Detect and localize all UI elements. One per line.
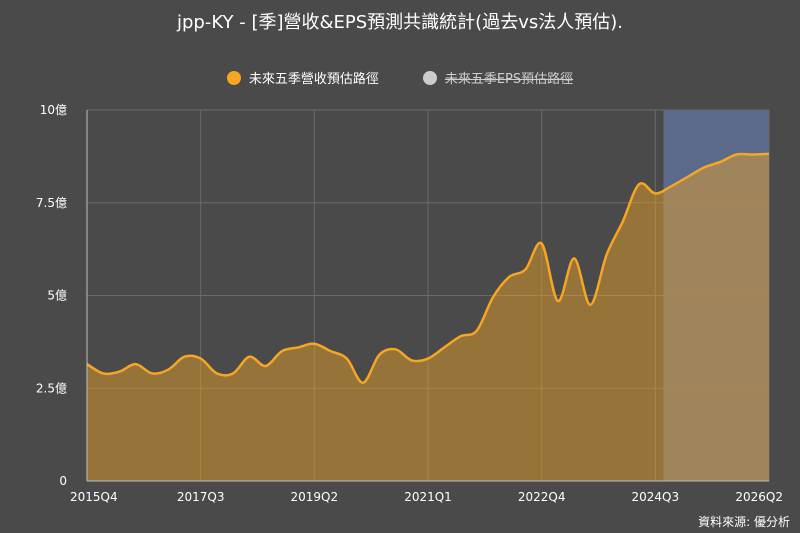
revenue-point bbox=[621, 219, 625, 223]
revenue-point bbox=[653, 191, 657, 195]
y-tick-label: 10億 bbox=[40, 103, 67, 117]
revenue-point bbox=[458, 334, 462, 338]
x-tick-label: 2015Q4 bbox=[70, 490, 118, 504]
revenue-point bbox=[410, 358, 414, 362]
revenue-point bbox=[150, 371, 154, 375]
revenue-point bbox=[377, 353, 381, 357]
y-tick-label: 2.5億 bbox=[36, 381, 67, 395]
revenue-point bbox=[572, 256, 576, 260]
revenue-point bbox=[182, 355, 186, 359]
legend: 未來五季營收預估路徑 未來五季EPS預估路徑 bbox=[0, 68, 800, 87]
y-tick-label: 5億 bbox=[47, 289, 67, 303]
revenue-point bbox=[767, 152, 771, 156]
revenue-point bbox=[296, 345, 300, 349]
revenue-point bbox=[329, 349, 333, 353]
source-note: 資料來源: 優分析 bbox=[698, 515, 790, 529]
revenue-point bbox=[166, 368, 170, 372]
revenue-point bbox=[426, 357, 430, 361]
revenue-point bbox=[475, 329, 479, 333]
x-tick-label: 2017Q3 bbox=[177, 490, 225, 504]
x-tick-label: 2022Q4 bbox=[518, 490, 566, 504]
revenue-point bbox=[702, 166, 706, 170]
revenue-point bbox=[491, 295, 495, 299]
revenue-point bbox=[588, 303, 592, 307]
revenue-point bbox=[751, 153, 755, 157]
revenue-point bbox=[231, 371, 235, 375]
revenue-point bbox=[361, 381, 365, 385]
x-tick-label: 2024Q3 bbox=[632, 490, 680, 504]
revenue-point bbox=[540, 242, 544, 246]
revenue-point bbox=[394, 347, 398, 351]
revenue-point bbox=[85, 362, 89, 366]
revenue-point bbox=[442, 345, 446, 349]
revenue-point bbox=[670, 184, 674, 188]
legend-revenue-label: 未來五季營收預估路徑 bbox=[248, 72, 379, 87]
revenue-point bbox=[199, 357, 203, 361]
revenue-point bbox=[215, 371, 219, 375]
revenue-point bbox=[507, 275, 511, 279]
revenue-point bbox=[345, 357, 349, 361]
revenue-point bbox=[523, 268, 527, 272]
revenue-point bbox=[556, 299, 560, 303]
x-tick-label: 2021Q1 bbox=[404, 490, 452, 504]
revenue-point bbox=[101, 371, 105, 375]
revenue-point bbox=[280, 349, 284, 353]
y-tick-label: 0 bbox=[59, 474, 67, 488]
revenue-point bbox=[312, 342, 316, 346]
revenue-point bbox=[637, 182, 641, 186]
revenue-point bbox=[718, 160, 722, 164]
revenue-point bbox=[735, 153, 739, 157]
revenue-point bbox=[605, 253, 609, 257]
y-tick-label: 7.5億 bbox=[36, 196, 67, 210]
legend-eps-label: 未來五季EPS預估路徑 bbox=[444, 72, 574, 87]
x-tick-label: 2026Q2 bbox=[735, 490, 783, 504]
legend-item-eps[interactable]: 未來五季EPS預估路徑 bbox=[422, 68, 574, 87]
legend-eps-dot-icon bbox=[422, 70, 437, 85]
legend-item-revenue[interactable]: 未來五季營收預估路徑 bbox=[226, 68, 379, 87]
revenue-area bbox=[87, 153, 769, 481]
chart-title: jpp-KY - [季]營收&EPS預測共識統計(過去vs法人預估). bbox=[177, 12, 623, 33]
legend-revenue-dot-icon bbox=[226, 70, 241, 85]
revenue-point bbox=[247, 355, 251, 359]
revenue-point bbox=[686, 175, 690, 179]
revenue-point bbox=[134, 362, 138, 366]
x-tick-label: 2019Q2 bbox=[291, 490, 339, 504]
revenue-line bbox=[86, 152, 770, 384]
revenue-point bbox=[117, 370, 121, 374]
revenue-point bbox=[264, 364, 268, 368]
